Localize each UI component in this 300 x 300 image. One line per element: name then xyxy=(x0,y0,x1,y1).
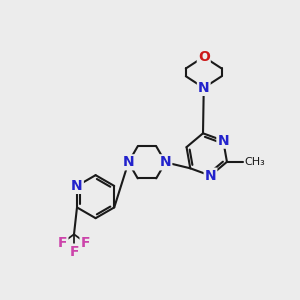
Text: F: F xyxy=(69,244,79,259)
Text: F: F xyxy=(81,236,90,250)
Text: N: N xyxy=(205,169,216,183)
Text: O: O xyxy=(198,50,210,64)
Text: N: N xyxy=(160,155,171,169)
Text: F: F xyxy=(58,236,68,250)
Text: N: N xyxy=(123,155,134,169)
Text: N: N xyxy=(198,81,210,95)
Text: N: N xyxy=(218,134,229,148)
Text: CH₃: CH₃ xyxy=(245,157,266,167)
Text: N: N xyxy=(71,179,83,193)
